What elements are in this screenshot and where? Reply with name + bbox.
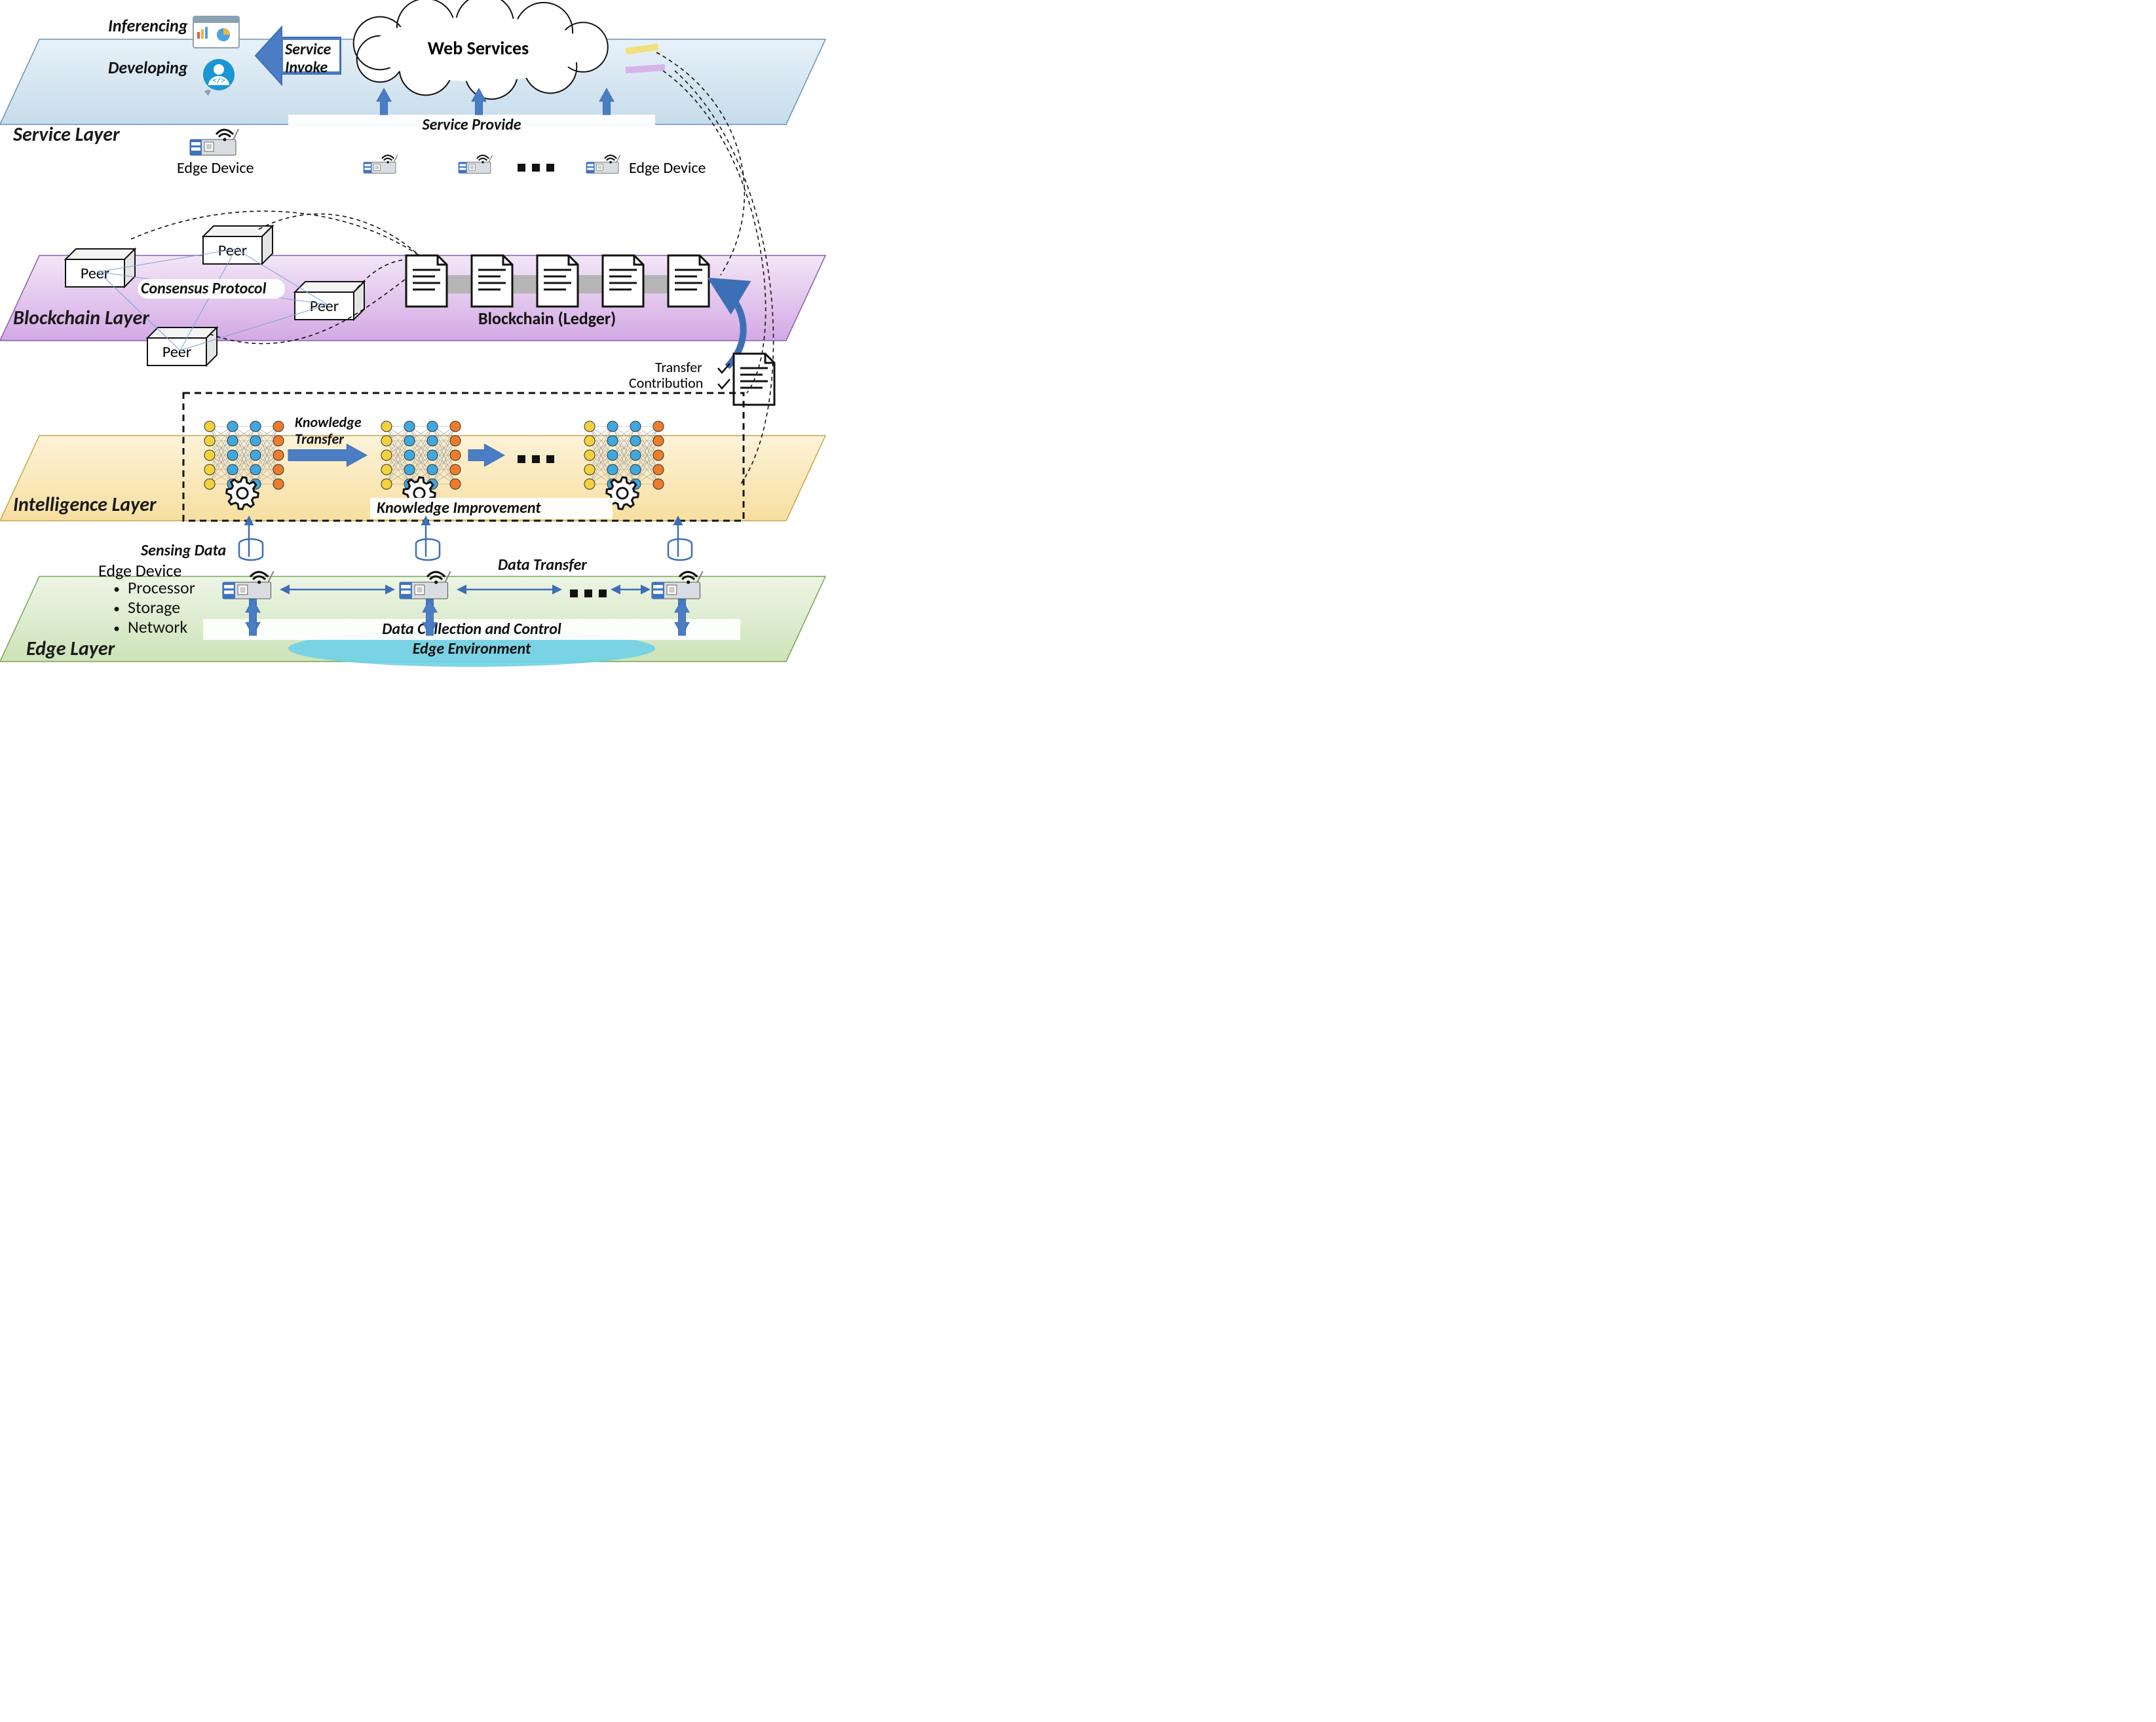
service-provide-label: Service Provide xyxy=(421,115,521,134)
peer-node: Peer xyxy=(66,249,135,287)
knowledge-improvement-label: Knowledge Improvement xyxy=(377,498,541,517)
peer-label: Peer xyxy=(81,264,109,283)
edge-device-icon xyxy=(223,571,274,599)
edge-device-label: Edge Device xyxy=(177,159,254,178)
data-collection-label: Data Collection and Control xyxy=(382,620,561,639)
ellipsis-dot xyxy=(518,455,525,463)
ledger-doc-icon xyxy=(406,255,447,307)
layer-label: Intelligence Layer xyxy=(13,493,157,517)
ledger-doc-icon xyxy=(472,255,512,307)
edge-device-icon xyxy=(364,155,398,173)
layer-label: Blockchain Layer xyxy=(13,306,149,330)
svg-text:</>: </> xyxy=(212,76,225,84)
edge-device-icon xyxy=(459,155,493,173)
layer-label: Edge Layer xyxy=(26,637,115,661)
developing-label: Developing xyxy=(108,57,188,78)
consensus-label: Consensus Protocol xyxy=(141,279,267,298)
sensing-data-label: Sensing Data xyxy=(140,541,226,560)
web-services-label: Web Services xyxy=(428,37,529,60)
ellipsis-dot xyxy=(532,455,540,463)
data-cylinder-icon xyxy=(239,539,263,560)
edge-environment-label: Edge Environment xyxy=(413,639,531,658)
edge-device-bullet: Storage xyxy=(128,597,180,618)
peer-label: Peer xyxy=(310,297,339,316)
peer-label: Peer xyxy=(218,241,247,260)
ledger-label: Blockchain (Ledger) xyxy=(478,308,616,329)
ledger-doc-icon xyxy=(668,255,709,307)
ledger-doc-icon xyxy=(603,255,643,307)
transfer-label: Transfer xyxy=(655,358,702,376)
edge-device-icon xyxy=(190,129,238,155)
check-icon xyxy=(718,364,730,373)
edge-device-bullet: Processor xyxy=(128,577,195,598)
layer-label: Service Layer xyxy=(12,122,120,147)
contribution-label: Contribution xyxy=(629,374,703,392)
edge-device-icon xyxy=(586,155,620,173)
peer-node: Peer xyxy=(203,226,273,264)
ellipsis-dot xyxy=(546,164,554,172)
ellipsis-dot xyxy=(599,590,607,597)
ledger-doc-icon xyxy=(537,255,578,307)
edge-device-icon xyxy=(400,571,451,599)
edge-device-label: Edge Device xyxy=(629,159,706,178)
gear-icon xyxy=(227,477,259,510)
data-cylinder-icon xyxy=(668,539,692,560)
data-transfer-label: Data Transfer xyxy=(498,555,587,574)
service-invoke-label: ServiceInvoke xyxy=(284,40,331,77)
data-cylinder-icon xyxy=(416,539,440,560)
peer-node: Peer xyxy=(295,282,364,320)
ellipsis-dot xyxy=(532,164,540,172)
dashboard-icon xyxy=(193,16,239,48)
ellipsis-dot xyxy=(584,590,592,597)
peer-label: Peer xyxy=(162,343,191,362)
ellipsis-dot xyxy=(518,164,525,172)
edge-device-icon xyxy=(652,571,703,599)
ellipsis-dot xyxy=(570,590,578,597)
inferencing-label: Inferencing xyxy=(108,15,188,36)
ellipsis-dot xyxy=(546,455,554,463)
check-icon xyxy=(718,379,730,388)
edge-device-bullet: Network xyxy=(128,616,187,637)
